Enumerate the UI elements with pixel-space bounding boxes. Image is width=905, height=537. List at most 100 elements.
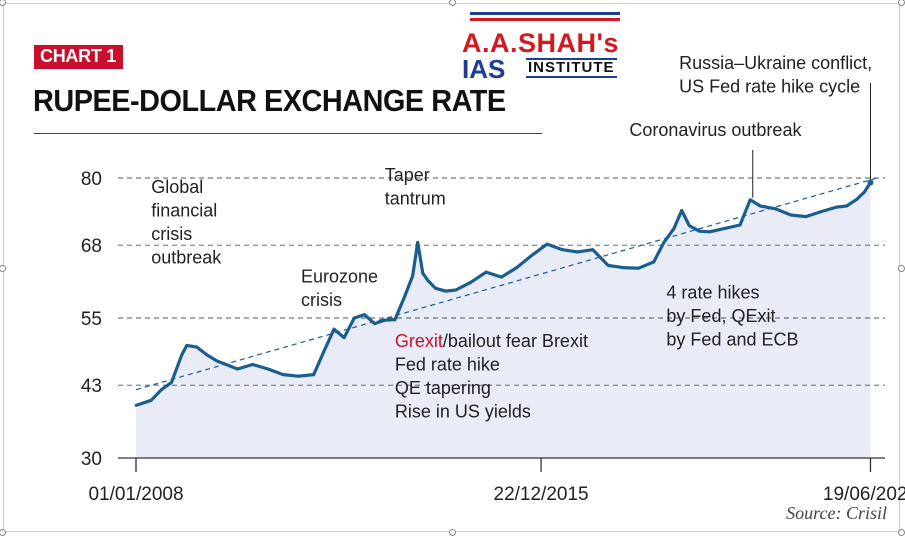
annotation-line: outbreak	[151, 248, 222, 268]
data-point	[393, 318, 397, 322]
data-point	[576, 250, 579, 254]
data-point	[134, 404, 138, 407]
data-point	[738, 223, 742, 227]
source-note: Source: Crisil	[786, 503, 887, 523]
data-point	[687, 224, 691, 228]
data-point	[416, 241, 420, 244]
data-point	[185, 344, 189, 347]
y-tick-label: 68	[81, 236, 102, 257]
data-point	[561, 248, 564, 252]
annotation-line: by Fed and ECB	[666, 329, 798, 349]
annotation-line: crisis	[151, 224, 192, 244]
chart-annotation: Grexit/bailout fear Brexit Fed rate hike Q…	[395, 331, 588, 422]
chart-annotation: Taper tantrum	[385, 165, 446, 209]
data-point	[363, 313, 366, 316]
chart-annotation: Global financial crisis outbreak	[151, 177, 222, 268]
data-point	[170, 381, 173, 384]
data-point	[774, 207, 777, 211]
chart-badge: CHART 1	[34, 45, 123, 69]
data-point	[160, 388, 163, 392]
chart-annotation: Coronavirus outbreak	[629, 120, 802, 140]
data-point	[251, 363, 255, 366]
data-point	[863, 190, 866, 194]
data-point	[236, 367, 239, 371]
y-tick-label: 30	[81, 449, 102, 470]
annotation-line: crisis	[301, 290, 342, 310]
annotation-line: tantrum	[385, 188, 446, 208]
data-point	[723, 227, 727, 230]
data-point	[426, 279, 430, 282]
data-point	[680, 209, 684, 212]
y-tick-label: 55	[81, 309, 102, 330]
annotation-line: Coronavirus outbreak	[629, 120, 802, 140]
data-point	[500, 275, 503, 279]
logo-institute: INSTITUTE	[526, 58, 617, 78]
annotation-line: 4 rate hikes	[666, 282, 759, 302]
data-point	[621, 266, 625, 269]
data-point	[421, 271, 425, 275]
resize-handle-bottom-center[interactable]	[449, 529, 456, 536]
data-point	[205, 353, 209, 357]
annotation-line: Fed rate hike	[395, 355, 500, 375]
annotation-text: /bailout fear Brexit	[443, 331, 588, 351]
data-point	[637, 266, 640, 270]
data-point	[530, 253, 534, 257]
logo-name: A.A.SHAH's	[462, 28, 619, 58]
data-point	[652, 260, 656, 264]
logo-stripe	[470, 12, 620, 15]
data-point	[215, 359, 219, 363]
data-point	[322, 350, 326, 353]
data-point	[383, 318, 387, 322]
data-point	[332, 327, 336, 331]
data-point	[515, 266, 519, 269]
annotation-line: Taper	[385, 165, 430, 185]
data-point	[469, 280, 473, 284]
annotation-line: US Fed rate hike cycle	[679, 76, 860, 96]
annotation-line: Eurozone	[301, 267, 378, 287]
data-point	[708, 230, 711, 234]
chart-area-fill	[136, 182, 871, 458]
annotation-line: Grexit/bailout fear Brexit	[395, 331, 588, 351]
data-point	[855, 197, 859, 201]
data-point	[758, 204, 762, 208]
series-line	[135, 181, 872, 407]
data-point	[411, 274, 414, 278]
data-point	[342, 336, 346, 339]
x-tick-label: 19/06/2022	[823, 484, 905, 505]
data-point	[434, 286, 437, 290]
annotation-line: QE tapering	[395, 378, 491, 398]
resize-handle-bottom-left[interactable]	[0, 529, 6, 536]
data-point	[591, 248, 595, 252]
institute-logo: A.A.SHAH's IAS INSTITUTE	[462, 8, 634, 84]
y-tick-label: 43	[81, 376, 102, 397]
data-point	[297, 374, 300, 378]
resize-handle-middle-left[interactable]	[0, 265, 6, 272]
data-point	[226, 363, 229, 367]
data-point	[484, 270, 488, 274]
data-point	[804, 215, 808, 219]
annotation-line: financial	[151, 201, 217, 221]
data-point	[672, 227, 676, 230]
data-point	[698, 229, 701, 233]
annotation-line: Rise in US yields	[395, 402, 531, 422]
resize-handle-top-center[interactable]	[449, 0, 456, 6]
data-point	[352, 316, 356, 320]
data-point	[444, 289, 447, 293]
latest-point-marker	[867, 179, 874, 186]
title-divider	[34, 133, 542, 134]
resize-handle-top-left[interactable]	[0, 0, 6, 6]
y-tick-label: 80	[81, 169, 102, 190]
data-point	[819, 210, 823, 214]
trend-line	[135, 177, 878, 391]
data-point	[403, 294, 407, 297]
data-point	[312, 373, 316, 376]
data-point	[266, 367, 270, 371]
data-point	[835, 205, 838, 209]
data-point	[195, 345, 199, 349]
x-tick-label: 22/12/2015	[494, 484, 589, 505]
data-point	[545, 242, 549, 246]
data-point	[373, 322, 376, 325]
annotation-line: by Fed, QExit	[666, 306, 775, 326]
chart-annotation: Russia–Ukraine conflict, US Fed rate hike…	[679, 53, 872, 97]
